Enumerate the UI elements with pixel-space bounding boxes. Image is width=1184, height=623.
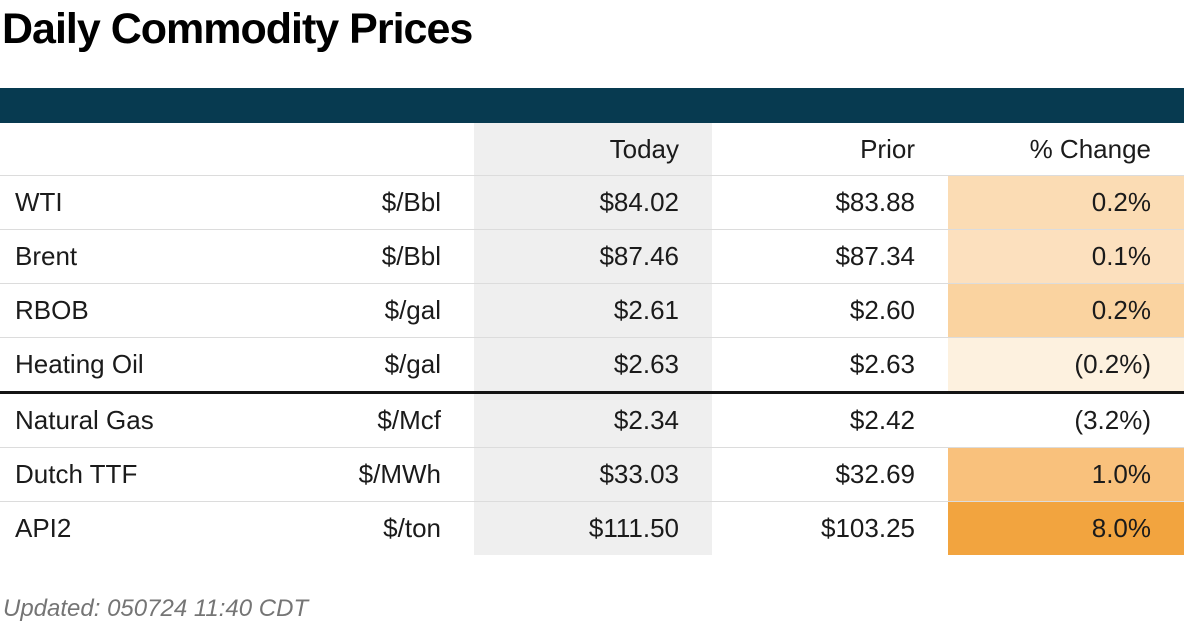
table-body: WTI $/Bbl $84.02 $83.88 0.2% Brent $/Bbl $87.46… <box>0 175 1184 555</box>
col-header-today: Today <box>474 123 712 176</box>
unit-label: $/gal <box>240 283 474 338</box>
table-row: RBOB $/gal $2.61 $2.60 0.2% <box>0 283 1184 338</box>
commodity-name: Dutch TTF <box>0 447 240 502</box>
updated-timestamp: Updated: 050724 11:40 CDT <box>3 595 309 622</box>
today-value: $33.03 <box>474 447 712 502</box>
unit-label: $/Bbl <box>240 229 474 284</box>
table-row: Brent $/Bbl $87.46 $87.34 0.1% <box>0 229 1184 284</box>
col-header-change: % Change <box>948 123 1184 176</box>
prior-value: $32.69 <box>712 447 948 502</box>
prior-value: $2.63 <box>712 337 948 394</box>
commodity-name: Brent <box>0 229 240 284</box>
unit-label: $/Mcf <box>240 392 474 448</box>
table-row: API2 $/ton $111.50 $103.25 8.0% <box>0 501 1184 555</box>
unit-label: $/MWh <box>240 447 474 502</box>
unit-label: $/Bbl <box>240 175 474 230</box>
today-value: $111.50 <box>474 501 712 555</box>
commodity-name: Heating Oil <box>0 337 240 394</box>
change-value: 0.1% <box>948 229 1184 284</box>
change-value: 1.0% <box>948 447 1184 502</box>
commodity-name: Natural Gas <box>0 392 240 448</box>
change-value: (0.2%) <box>948 337 1184 394</box>
today-value: $2.61 <box>474 283 712 338</box>
commodity-name: RBOB <box>0 283 240 338</box>
change-value: 0.2% <box>948 283 1184 338</box>
unit-label: $/ton <box>240 501 474 555</box>
col-header-prior: Prior <box>712 123 948 176</box>
change-value: 8.0% <box>948 501 1184 555</box>
table-row: Heating Oil $/gal $2.63 $2.63 (0.2%) <box>0 337 1184 394</box>
header-bar <box>0 88 1184 123</box>
today-value: $84.02 <box>474 175 712 230</box>
commodity-name: API2 <box>0 501 240 555</box>
change-value: 0.2% <box>948 175 1184 230</box>
today-value: $2.34 <box>474 392 712 448</box>
col-header-unit <box>240 123 474 176</box>
unit-label: $/gal <box>240 337 474 394</box>
page-title: Daily Commodity Prices <box>2 5 473 53</box>
commodity-table: Today Prior % Change WTI $/Bbl $84.02 $83.8… <box>0 123 1184 555</box>
prior-value: $83.88 <box>712 175 948 230</box>
prior-value: $87.34 <box>712 229 948 284</box>
commodity-name: WTI <box>0 175 240 230</box>
table-row: WTI $/Bbl $84.02 $83.88 0.2% <box>0 175 1184 230</box>
table-row: Dutch TTF $/MWh $33.03 $32.69 1.0% <box>0 447 1184 502</box>
change-value: (3.2%) <box>948 392 1184 448</box>
table-row: Natural Gas $/Mcf $2.34 $2.42 (3.2%) <box>0 392 1184 448</box>
prior-value: $2.42 <box>712 392 948 448</box>
today-value: $87.46 <box>474 229 712 284</box>
prior-value: $103.25 <box>712 501 948 555</box>
table-header-row: Today Prior % Change <box>0 123 1184 176</box>
col-header-commodity <box>0 123 240 176</box>
today-value: $2.63 <box>474 337 712 394</box>
prior-value: $2.60 <box>712 283 948 338</box>
